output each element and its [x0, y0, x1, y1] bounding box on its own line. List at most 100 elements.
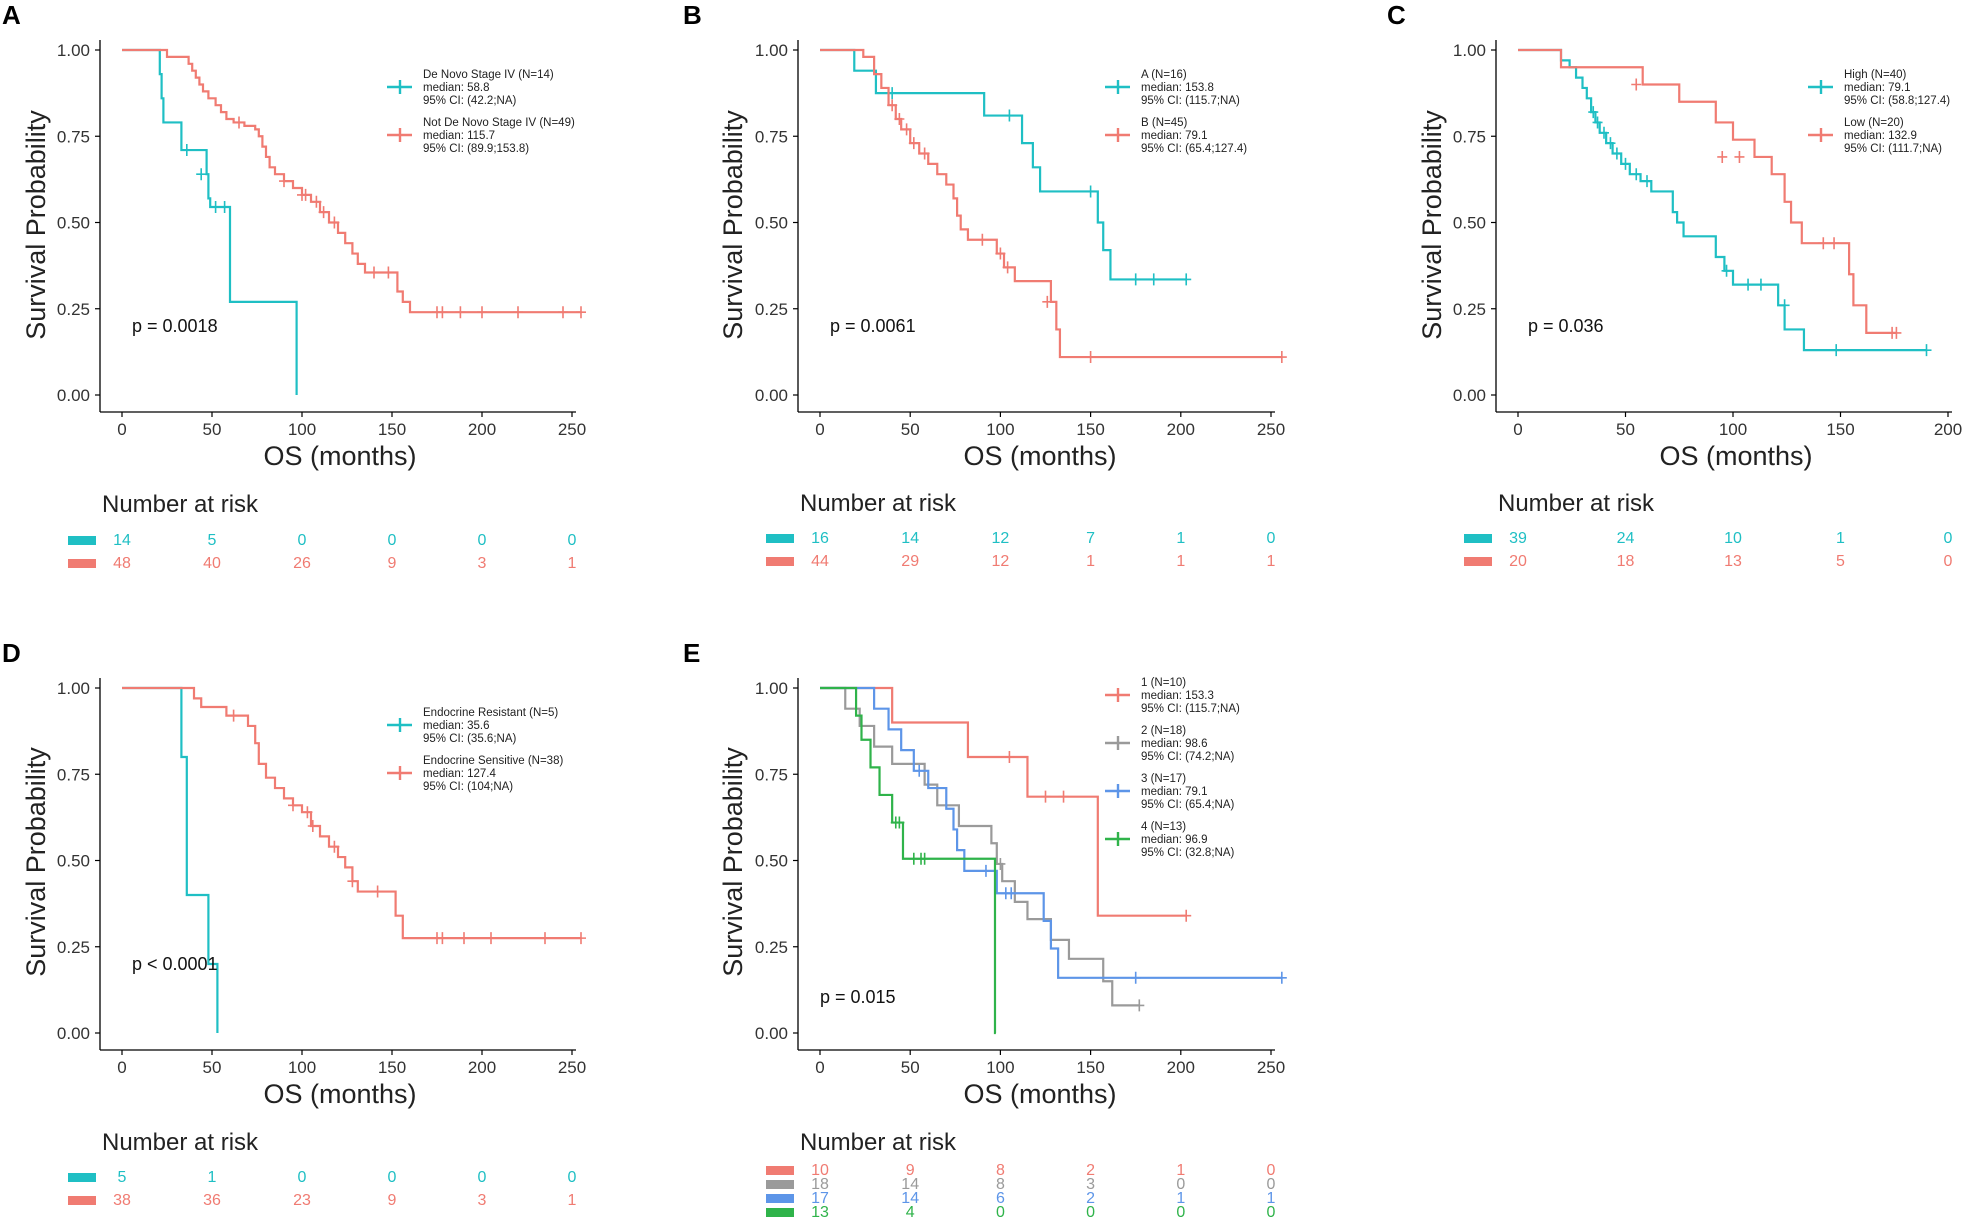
- legend-ci: 95% CI: (58.8;127.4): [1844, 95, 1950, 107]
- legend-label: Endocrine Resistant (N=5): [423, 707, 558, 719]
- censor-mark: [311, 195, 322, 208]
- censor-mark: [1276, 351, 1287, 364]
- y-tick-label: 0.50: [1453, 214, 1486, 233]
- censor-mark: [914, 764, 925, 777]
- legend-ci: 95% CI: (74.2;NA): [1141, 751, 1234, 763]
- risk-value: 23: [293, 1192, 311, 1209]
- legend-label: Endocrine Sensitive (N=38): [423, 755, 563, 767]
- risk-value: 6: [996, 1190, 1005, 1207]
- km-curve-1: [820, 48, 1187, 281]
- censor-mark: [318, 206, 329, 219]
- x-tick-label: 150: [1826, 420, 1854, 439]
- censor-mark: [540, 932, 550, 945]
- risk-color-key: [766, 534, 794, 543]
- risk-value: 0: [1267, 1176, 1276, 1193]
- x-tick-label: 0: [117, 420, 126, 439]
- risk-value: 29: [901, 553, 919, 570]
- censor-mark: [347, 875, 358, 888]
- x-tick-label: 200: [468, 1058, 496, 1077]
- y-tick-label: 1.00: [57, 679, 90, 698]
- censor-mark: [1181, 273, 1192, 286]
- censor-mark: [1743, 278, 1754, 291]
- y-tick-label: 1.00: [1453, 41, 1486, 60]
- x-tick-label: 150: [1076, 420, 1104, 439]
- x-tick-label: 250: [1257, 420, 1285, 439]
- risk-value: 26: [293, 555, 311, 572]
- censor-mark: [1921, 344, 1932, 357]
- legend-key: [1105, 688, 1130, 702]
- risk-value: 36: [203, 1192, 221, 1209]
- censor-mark: [1592, 116, 1603, 129]
- censor-mark: [894, 113, 905, 125]
- km-curve-2: [1518, 48, 1897, 334]
- risk-value: 18: [1617, 553, 1635, 570]
- censor-mark: [995, 857, 1006, 870]
- km-panel-d: D0.000.250.500.751.000 50 100 150 200 250Surv…: [2, 638, 586, 1209]
- x-tick-label: 50: [901, 1058, 920, 1077]
- y-tick-label: 0.25: [755, 300, 788, 319]
- risk-value: 0: [1267, 1204, 1276, 1221]
- risk-value: 1: [568, 1192, 577, 1209]
- censor-mark: [302, 806, 313, 819]
- risk-value: 14: [901, 1176, 919, 1193]
- censor-mark: [919, 147, 930, 160]
- y-tick-label: 0.75: [57, 127, 90, 146]
- censor-mark: [455, 306, 466, 319]
- x-tick-label: 150: [378, 420, 406, 439]
- censor-mark: [1588, 106, 1599, 119]
- risk-color-key: [766, 1166, 794, 1175]
- risk-value: 1: [1267, 1190, 1276, 1207]
- legend-label: High (N=40): [1844, 69, 1906, 81]
- legend-key: [1808, 80, 1833, 94]
- risk-table-title: Number at risk: [102, 491, 259, 518]
- risk-value: 0: [388, 1169, 397, 1186]
- censor-mark: [1721, 264, 1732, 277]
- censor-mark: [1818, 237, 1829, 250]
- risk-table-title: Number at risk: [102, 1129, 259, 1156]
- risk-value: 0: [1267, 530, 1276, 547]
- risk-value: 17: [811, 1190, 829, 1207]
- panel-label: A: [2, 0, 21, 30]
- censor-mark: [1130, 971, 1141, 984]
- risk-value: 9: [388, 555, 397, 572]
- legend-label: 3 (N=17): [1141, 773, 1186, 785]
- risk-value: 1: [1176, 530, 1185, 547]
- risk-value: 1: [1086, 553, 1095, 570]
- legend-key: [1105, 784, 1130, 798]
- p-value: p = 0.036: [1528, 316, 1604, 336]
- y-tick-label: 0.50: [57, 214, 90, 233]
- censor-mark: [228, 709, 239, 722]
- x-tick-label: 250: [558, 1058, 586, 1077]
- risk-value: 1: [1267, 553, 1276, 570]
- legend-median: median: 127.4: [423, 768, 496, 780]
- risk-value: 0: [568, 532, 577, 549]
- risk-value: 48: [113, 555, 131, 572]
- x-tick-label: 0: [815, 1058, 824, 1077]
- legend-ci: 95% CI: (89.9;153.8): [423, 143, 529, 155]
- censor-mark: [1779, 299, 1790, 312]
- legend-key: [387, 766, 412, 780]
- censor-mark: [181, 144, 192, 157]
- censor-mark: [1642, 175, 1652, 188]
- risk-color-key: [68, 1196, 96, 1205]
- risk-value: 20: [1509, 553, 1527, 570]
- censor-mark: [576, 306, 586, 319]
- km-curve-4: [820, 686, 997, 1035]
- risk-value: 40: [203, 555, 221, 572]
- y-tick-label: 0.00: [755, 1024, 788, 1043]
- x-tick-label: 50: [203, 1058, 222, 1077]
- panel-label: B: [683, 0, 702, 30]
- legend-median: median: 79.1: [1844, 82, 1911, 94]
- y-tick-label: 0.00: [1453, 386, 1486, 405]
- x-axis-title: OS (months): [1659, 441, 1812, 471]
- risk-value: 0: [1086, 1204, 1095, 1221]
- legend-ci: 95% CI: (65.4;127.4): [1141, 143, 1247, 155]
- censor-mark: [437, 306, 448, 319]
- panel-label: D: [2, 638, 21, 668]
- censor-mark: [901, 123, 912, 136]
- risk-value: 13: [1724, 553, 1742, 570]
- legend-label: De Novo Stage IV (N=14): [423, 69, 554, 81]
- censor-mark: [576, 932, 586, 945]
- km-curve-2: [820, 686, 1140, 1007]
